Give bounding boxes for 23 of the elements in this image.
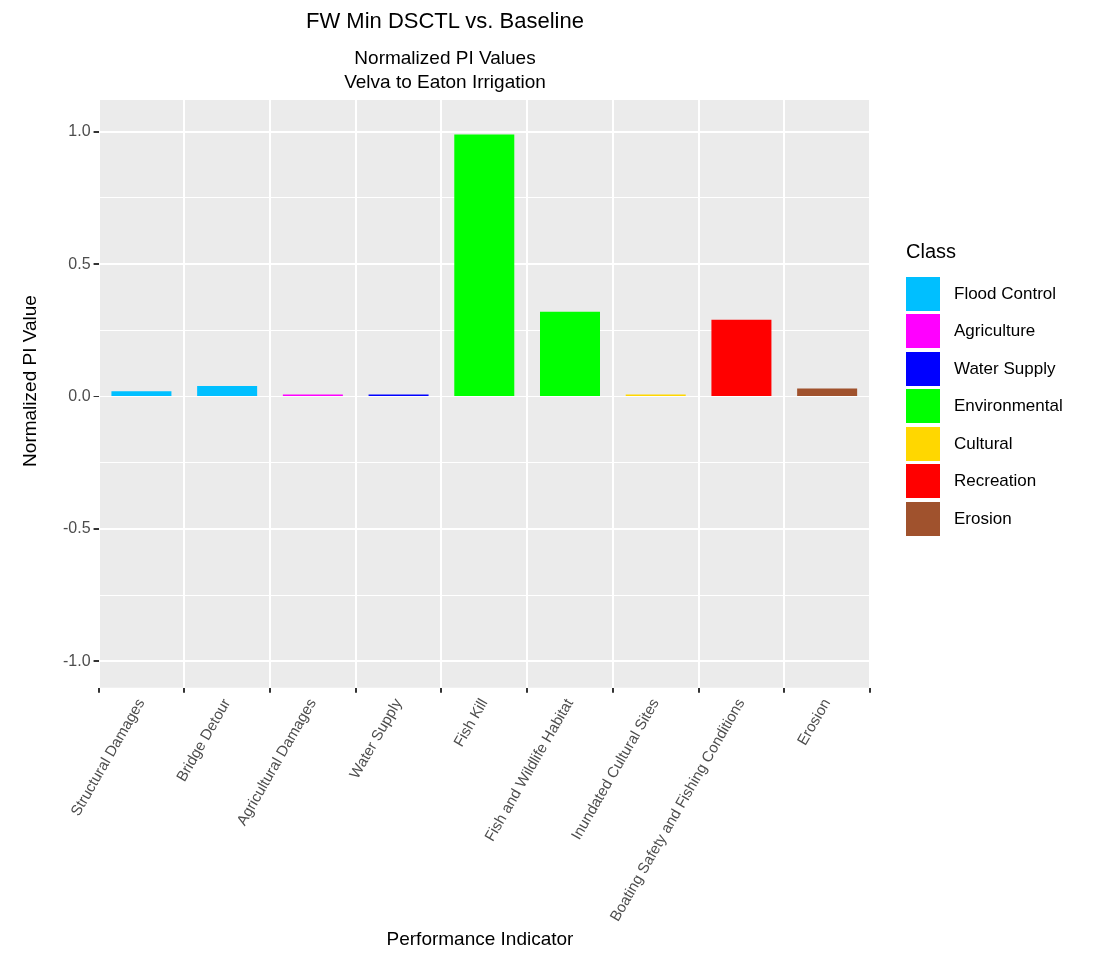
- chart-subtitle: Normalized PI Values Velva to Eaton Irrigation: [343, 46, 547, 94]
- bar: [711, 319, 772, 397]
- y-axis-title: Normalized PI Value: [19, 294, 41, 469]
- y-tick-label: -0.5: [62, 519, 91, 537]
- y-tick-label: -1.0: [62, 651, 91, 669]
- bar: [540, 311, 600, 397]
- legend-label: Environmental: [954, 396, 1063, 417]
- chart-title: FW Min DSCTL vs. Baseline: [305, 8, 585, 34]
- bar: [197, 385, 258, 397]
- bar: [797, 388, 858, 397]
- bar: [111, 391, 172, 397]
- legend-label: Erosion: [954, 508, 1012, 529]
- legend-title: Class: [906, 240, 957, 263]
- y-tick-label: 1.0: [68, 122, 91, 140]
- legend-label: Water Supply: [954, 358, 1056, 379]
- y-tick-label: 0.0: [68, 386, 91, 404]
- legend-label: Agriculture: [954, 321, 1036, 342]
- legend-label: Flood Control: [954, 283, 1057, 304]
- x-axis-title: Performance Indicator: [385, 928, 575, 950]
- legend-label: Cultural: [954, 433, 1013, 454]
- y-tick-label: 0.5: [68, 254, 91, 272]
- bar: [454, 134, 515, 397]
- legend-label: Recreation: [954, 471, 1037, 492]
